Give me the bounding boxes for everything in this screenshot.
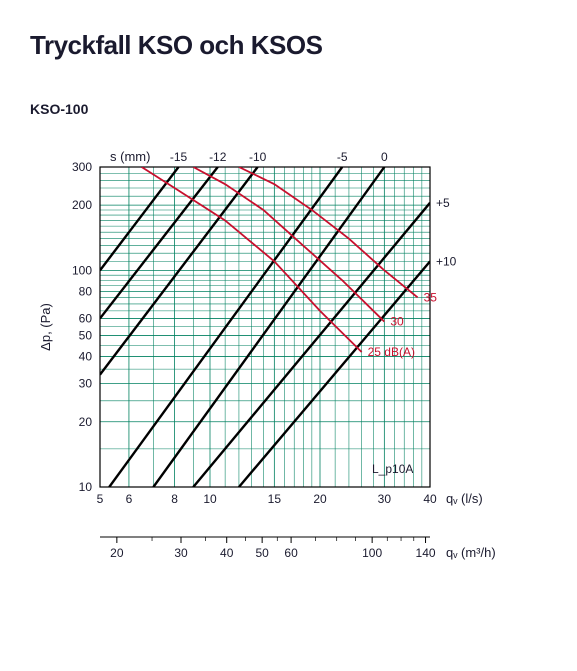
- y-tick: 100: [72, 263, 92, 277]
- series-label: -10: [249, 150, 267, 164]
- x1-tick: 30: [378, 492, 392, 506]
- x1-tick: 20: [313, 492, 327, 506]
- series-label: +10: [436, 254, 457, 268]
- x2-tick: 140: [416, 546, 436, 560]
- series-label: +5: [436, 196, 450, 210]
- x2-tick: 50: [255, 546, 269, 560]
- series-label: -12: [209, 150, 227, 164]
- corner-text: L_p10A: [372, 462, 413, 476]
- x1-tick: 5: [97, 492, 104, 506]
- pressure-drop-chart: -15 -12 -10 -5 0 +5 +10 25 dB(A) 30 35 10 20 30 40 50 6…: [30, 127, 547, 607]
- chart-svg: -15 -12 -10 -5 0 +5 +10 25 dB(A) 30 35 10 20 30 40 50 6…: [30, 127, 530, 607]
- chart-subtitle: KSO-100: [30, 101, 547, 117]
- y-tick: 20: [79, 415, 93, 429]
- x1-axis-label: qᵥ (l/s): [446, 491, 483, 506]
- y-tick: 10: [79, 480, 93, 494]
- x1-tick: 8: [171, 492, 178, 506]
- y-tick: 30: [79, 377, 93, 391]
- y-tick: 50: [79, 329, 93, 343]
- x2-axis-label: qᵥ (m³/h): [446, 545, 496, 560]
- series-label: -5: [337, 150, 348, 164]
- y-axis-label: Δp, (Pa): [38, 303, 53, 351]
- y-tick: 40: [79, 350, 93, 364]
- x2-tick: 20: [110, 546, 124, 560]
- y-tick: 60: [79, 311, 93, 325]
- noise-label: 25 dB(A): [368, 345, 415, 359]
- x2-tick: 40: [220, 546, 234, 560]
- page-title: Tryckfall KSO och KSOS: [30, 30, 547, 61]
- series-label: -15: [170, 150, 188, 164]
- x1-tick: 6: [126, 492, 133, 506]
- series-label: 0: [381, 150, 388, 164]
- y-tick: 200: [72, 198, 92, 212]
- top-axis-label: s (mm): [110, 149, 150, 164]
- noise-label: 30: [390, 315, 404, 329]
- noise-label: 35: [424, 290, 438, 304]
- x1-tick: 40: [423, 492, 437, 506]
- x1-tick: 15: [268, 492, 282, 506]
- y-tick: 300: [72, 160, 92, 174]
- y-tick: 80: [79, 284, 93, 298]
- x1-tick: 10: [203, 492, 217, 506]
- x2-tick: 30: [174, 546, 188, 560]
- x2-tick: 60: [284, 546, 298, 560]
- x2-tick: 100: [362, 546, 382, 560]
